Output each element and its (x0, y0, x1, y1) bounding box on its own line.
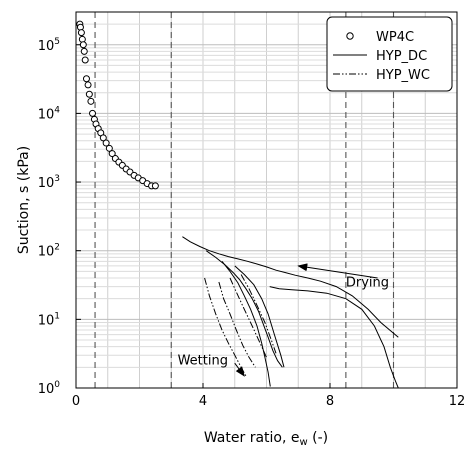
legend: WP4C HYP_DC HYP_WC (326, 16, 453, 92)
x-axis-label-subscript: w (300, 437, 308, 448)
hyp-dc-line (182, 236, 399, 338)
wp4c-point (99, 134, 107, 142)
wp4c-point (85, 90, 93, 98)
wp4c-point (80, 47, 88, 55)
wp4c-point (102, 139, 110, 147)
hyp-wc-line (204, 277, 247, 377)
x-tick-label: 0 (72, 394, 80, 409)
x-axis-label: Water ratio, ew (-) (204, 430, 328, 448)
hyp-dc-line (234, 265, 285, 368)
x-tick-label: 4 (199, 394, 207, 409)
wp4c-point (77, 29, 85, 37)
hyp-dc-line (221, 260, 271, 387)
wp4c-point (87, 97, 95, 105)
wp4c-point (89, 109, 97, 117)
series-layer (76, 20, 399, 388)
legend-label-wp4c: WP4C (376, 30, 414, 45)
x-tick-label: 8 (326, 394, 334, 409)
y-tick-label: 101 (38, 311, 60, 328)
hyp-wc-line (240, 274, 277, 354)
legend-label-hyp-dc: HYP_DC (376, 49, 427, 64)
wp4c-point (151, 182, 159, 190)
legend-box (326, 16, 453, 92)
annotation-arrow (234, 362, 245, 377)
wp4c-point (82, 75, 90, 83)
annotation-drying: Drying (346, 276, 389, 291)
tick-labels: 0 4 8 12 100 101 102 103 104 105 (38, 37, 466, 409)
hyp-dc-line (269, 286, 399, 388)
legend-wp4c-marker (346, 32, 354, 40)
wp4c-point (105, 144, 113, 152)
y-axis-label: Suction, s (kPa) (16, 146, 32, 254)
hyp-wc-line (218, 281, 256, 368)
annotation-arrow (297, 263, 378, 279)
plot-frame (75, 11, 458, 389)
wp4c-point (81, 56, 89, 64)
legend-label-hyp-wc: HYP_WC (376, 68, 430, 83)
y-tick-label: 105 (38, 37, 60, 54)
annotations: Drying Wetting (178, 263, 389, 377)
y-tick-label: 103 (38, 174, 60, 191)
x-tick-label: 12 (449, 394, 466, 409)
y-tick-label: 102 (38, 243, 60, 260)
wp4c-point (79, 41, 87, 49)
annotation-wetting: Wetting (178, 353, 228, 368)
hyp-wc-line (229, 277, 267, 358)
wp4c-point (84, 81, 92, 89)
y-tick-label: 104 (38, 105, 61, 122)
x-axis-label-unit: (-) (312, 430, 328, 446)
y-tick-label: 100 (38, 380, 61, 397)
wp4c-point (108, 150, 116, 158)
